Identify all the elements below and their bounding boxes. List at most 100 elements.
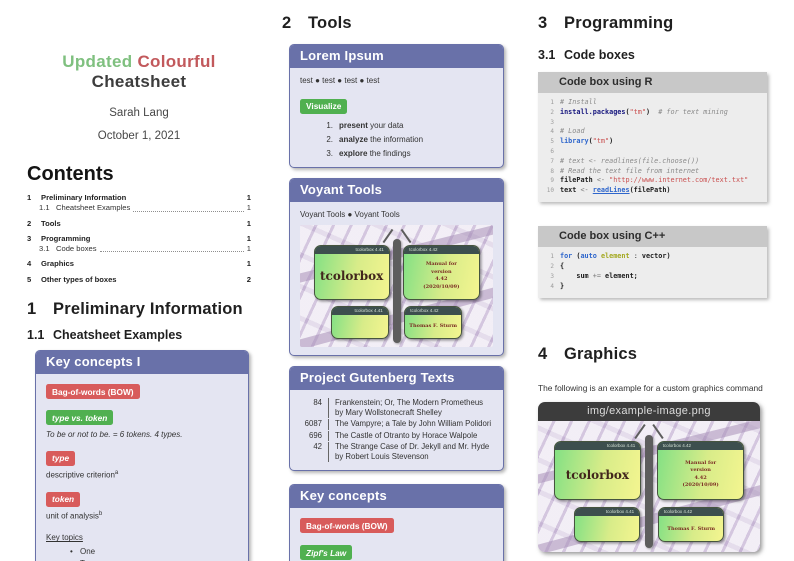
list-item-number: 3. [326,148,333,158]
section-3-title: Programming [564,14,674,32]
badge-zipfs-law: Zipf's Law [300,545,353,561]
toc-dotted-leader [99,251,244,253]
section-3-1-title: Code boxes [564,48,635,62]
section-3-number: 3 [538,14,548,32]
tcolorbox-label: tcolorbox [565,467,630,482]
section-3-1-number: 3.1 [538,48,556,62]
voyant-tools-box-title: Voyant Tools [290,179,503,203]
toc-entry: 1 Preliminary Information 1 [27,193,251,203]
list-item: 1. present your data [300,121,493,131]
wing-header: tcolorbox 4.41 [331,306,388,315]
gutenberg-row: 6087 The Vampyre; a Tale by John William… [300,419,493,430]
tcolorbox-butterfly-image: tcolorbox 4.41 tcolorbox tcolorbox 4.42 … [300,225,493,348]
gutenberg-text-id: 42 [313,441,322,451]
key-concepts-1-box: Key concepts I Bag-of-words (BOW) type v… [35,349,249,561]
voyant-tools-box: Voyant Tools Voyant Tools ● Voyant Tools… [289,178,504,357]
butterfly-body [392,238,401,344]
gutenberg-text-title: Frankenstein; Or, The Modern Prometheus … [328,398,493,419]
code-line: 1 # Install [550,98,597,106]
toc-entry-number: 2 [27,218,32,228]
key-topic-item: • Two [46,559,238,561]
test-line: test ● test ● test ● test [300,76,380,85]
wing-top-left: tcolorbox 4.41 tcolorbox [313,244,390,300]
wing-bottom-right: tcolorbox 4.42 Thomas F. Sturm [404,305,463,339]
footnote-mark-a: a [114,470,119,477]
footnote-mark-b: b [98,511,103,518]
section-3-heading: 3 Programming [538,14,768,33]
toc-entry: 5 Other types of boxes 2 [27,275,251,285]
toc-entry-page: 2 [246,274,251,284]
section-1-1-heading: 1.1 Cheatsheet Examples [27,328,251,342]
toc-entry-label: Preliminary Information [41,193,127,202]
list-item: 2. analyze the information [300,135,493,145]
bullet-icon: • [70,547,73,557]
key-concepts-2-box-title: Key concepts [290,484,503,508]
lorem-ipsum-box-title: Lorem Ipsum [290,45,503,68]
code-box-cpp-body: 1 for (auto element : vector) 2{3 sum += e… [538,247,767,298]
section-4-heading: 4 Graphics [538,345,768,364]
image-caption: img/example-image.png [538,401,760,421]
toc-entry-label: Tools [41,218,61,228]
list-item-number: 1. [326,121,333,130]
key-concepts-2-box-body: Bag-of-words (BOW) Zipf's Law _äÄg!&Äg/(… [290,508,503,561]
column-left: Updated Colourful Cheatsheet Sarah Lang … [27,0,251,561]
toc-entry-page: 1 [246,203,251,213]
column-middle: 2 Tools Lorem Ipsum test ● test ● test ●… [282,0,505,561]
section-1-number: 1 [27,299,37,318]
table-of-contents: 1 Preliminary Information 1 1.1 Cheatshe… [27,193,251,285]
toc-entry-label: Code boxes [56,244,97,253]
section-1-1-number: 1.1 [27,327,45,342]
toc-entry-label: Graphics [41,259,74,269]
badge-bag-of-words: Bag-of-words (BOW) [46,384,140,400]
toc-entry-page: 1 [246,244,251,253]
project-gutenberg-box: Project Gutenberg Texts 84 Frankenstein;… [289,366,504,471]
author: Sarah Lang [109,107,169,119]
code-box-r: Code box using R 1 # Install 2 install.pack… [538,72,767,203]
code-line: 10 text <- readLines(filePath) [546,186,671,195]
wing-bottom-right: tcolorbox 4.42 Thomas F. Sturm [657,506,725,543]
tcolorbox-butterfly-image: tcolorbox 4.41 tcolorbox tcolorbox 4.42 … [538,420,760,552]
type-token-example: To be or not to be. = 6 tokens. 4 types. [46,429,183,439]
lorem-ipsum-box: Lorem Ipsum test ● test ● test ● test Vi… [289,44,504,169]
wing-header: tcolorbox 4.41 [554,442,641,451]
column-right: 3 Programming 3.1 Code boxes Code box us… [538,0,768,552]
toc-entry-number: 1.1 [39,203,50,213]
list-item-text: present your data [339,121,404,130]
section-1-title: Preliminary Information [53,299,243,318]
toc-entry: 3.1 Code boxes 1 [27,244,251,254]
badge-visualize: Visualize [300,98,348,114]
toc-entry-number: 3.1 [39,244,50,253]
toc-entry: 2 Tools 1 [27,219,251,229]
key-topics-label: Key topics [46,533,83,543]
toc-entry-number: 4 [27,259,32,269]
code-line: 6 [550,148,554,156]
key-topic-label: One [80,547,96,557]
voyant-line: Voyant Tools ● Voyant Tools [300,210,400,220]
gutenberg-text-title: The Castle of Otranto by Horace Walpole [328,430,493,441]
type-definition: descriptive criteriona [46,470,119,480]
code-line: 4} [550,281,565,290]
code-line: 8 # Read the text file from internet [550,166,700,175]
toc-entry-page: 1 [246,193,251,202]
toc-entry-number: 3 [27,233,32,243]
wing-header: tcolorbox 4.42 [657,442,744,451]
toc-entry: 3 Programming 1 [27,234,251,244]
title-line2: Cheatsheet [91,72,187,91]
toc-entry-page: 1 [246,218,251,228]
gutenberg-text-id: 84 [313,398,322,408]
code-line: 2{ [550,261,565,270]
gutenberg-row: 42 The Strange Case of Dr. Jekyll and Mr… [300,441,493,462]
butterfly-body [645,434,653,548]
code-box-r-body: 1 # Install 2 install.packages("tm") # for … [538,93,767,203]
toc-entry-page: 1 [246,259,251,269]
voyant-tools-box-body: Voyant Tools ● Voyant Tools tcolorbox 4.… [290,202,503,355]
wing-top-right: tcolorbox 4.42 Manual for version 4.42 (… [403,244,480,300]
project-gutenberg-box-title: Project Gutenberg Texts [290,367,503,391]
code-line: 3 [550,118,554,126]
code-line: 4 # Load [550,127,585,136]
code-line: 7 # text <- readlines(file.choose()) [550,156,700,165]
list-item: 3. explore the findings [300,149,493,159]
wing-header: tcolorbox 4.41 [314,245,389,254]
toc-entry: 4 Graphics 1 [27,259,251,269]
